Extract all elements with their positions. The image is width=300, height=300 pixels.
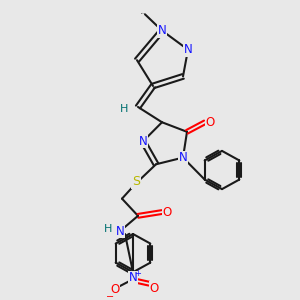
Text: N: N [158, 24, 166, 37]
Text: +: + [135, 269, 141, 278]
Text: N: N [184, 43, 192, 56]
Text: N: N [178, 151, 188, 164]
Text: O: O [110, 283, 120, 296]
Text: N: N [129, 272, 137, 284]
Text: N: N [116, 225, 124, 238]
Text: methyl: methyl [141, 13, 146, 14]
Text: O: O [162, 206, 172, 218]
Text: O: O [149, 282, 159, 295]
Text: N: N [139, 135, 147, 148]
Text: H: H [120, 104, 128, 114]
Text: H: H [104, 224, 112, 234]
Text: −: − [106, 292, 114, 300]
Text: O: O [206, 116, 214, 129]
Text: S: S [132, 175, 140, 188]
